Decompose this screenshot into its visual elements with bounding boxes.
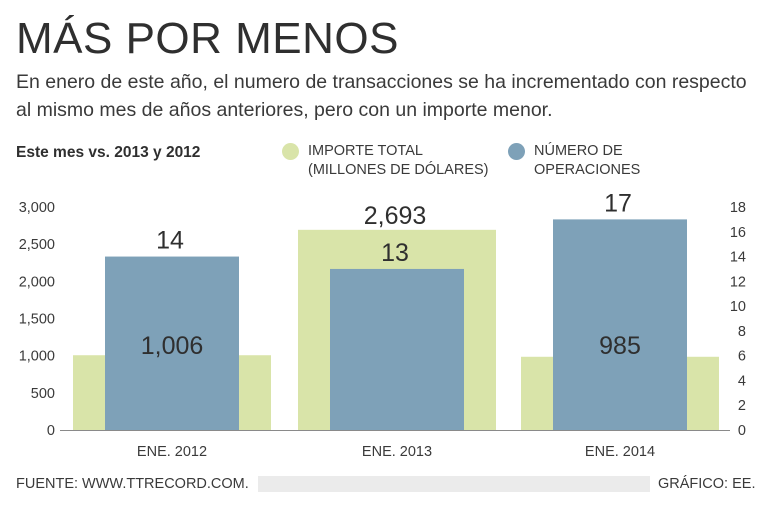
legend-operaciones-swatch [508,143,525,160]
right-axis-tick-label: 10 [730,299,746,315]
footer-redacted-bar [258,476,650,492]
left-axis-tick-label: 2,500 [19,237,55,253]
chart-subtitle: En enero de este año, el numero de trans… [16,71,747,121]
left-axis-tick-label: 3,000 [19,200,55,216]
legend-operaciones-label: NÚMERO DE OPERACIONES [534,143,641,178]
right-axis-tick-label: 2 [738,398,746,414]
footer-credit: GRÁFICO: EE. [658,476,756,492]
operaciones-bar [553,219,687,430]
operaciones-data-label: 13 [381,239,409,267]
left-axis-tick-label: 2,000 [19,274,55,290]
right-axis-tick-label: 18 [730,200,746,216]
operaciones-data-label: 17 [604,190,632,217]
operaciones-bar [105,256,239,430]
right-axis-tick-label: 4 [738,373,746,389]
operaciones-data-label: 14 [156,227,184,255]
importe-data-label: 2,693 [364,202,427,230]
right-axis-tick-label: 14 [730,250,746,266]
importe-data-label: 1,006 [141,332,204,360]
legend-operaciones: NÚMERO DE OPERACIONES [508,142,640,180]
x-tick-label: ENE. 2013 [362,444,432,460]
left-axis-tick-label: 1,000 [19,349,55,365]
bar-chart: 14 1,006 ENE. 2012 13 2,693 ENE. 2013 17 985 ENE… [19,190,746,460]
section-label: Este mes vs. 2013 y 2012 [16,144,201,161]
importe-data-label: 985 [599,332,641,360]
left-axis-tick-label: 0 [47,423,55,439]
legend-importe-swatch [282,143,299,160]
x-tick-label: ENE. 2012 [137,444,207,460]
left-axis-tick-label: 1,500 [19,312,55,328]
legend-importe-label: IMPORTE TOTAL (MILLONES DE DÓLARES) [308,143,489,178]
footer-source: FUENTE: WWW.TTRECORD.COM. [16,476,249,492]
right-axis-tick-label: 8 [738,324,746,340]
operaciones-bar [330,268,464,430]
right-axis-tick-label: 0 [738,423,746,439]
x-tick-label: ENE. 2014 [585,444,655,460]
right-axis-tick-label: 6 [738,349,746,365]
right-axis-tick-label: 16 [730,225,746,241]
chart-title: MÁS POR MENOS [16,14,399,63]
left-axis-tick-label: 500 [31,386,55,402]
legend-importe: IMPORTE TOTAL (MILLONES DE DÓLARES) [282,142,489,180]
right-axis-tick-label: 12 [730,274,746,290]
